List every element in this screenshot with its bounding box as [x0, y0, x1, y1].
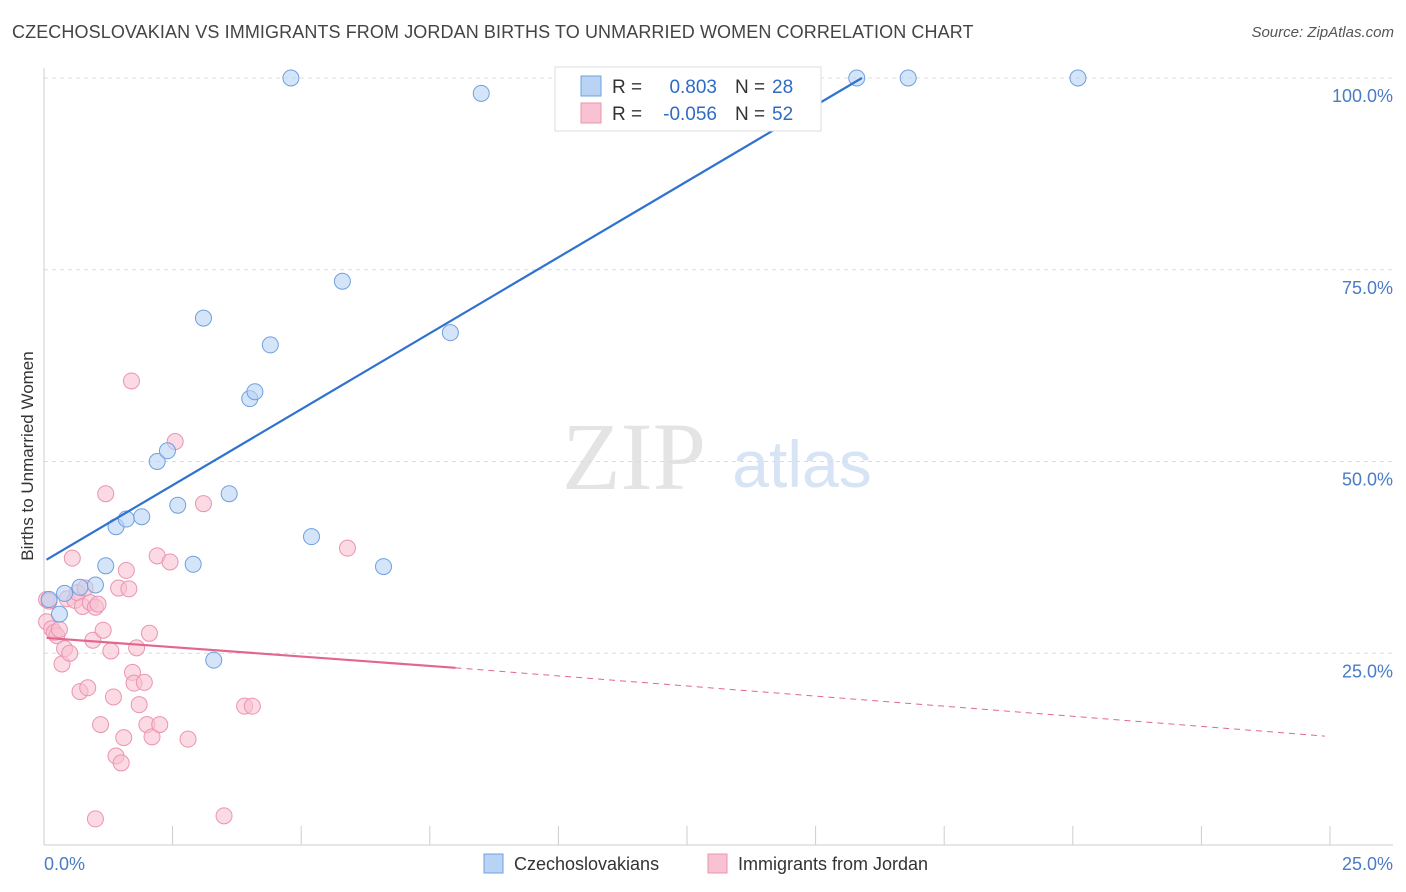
x-tick-label: 0.0% — [44, 854, 85, 874]
jordan-point — [151, 716, 169, 734]
czechoslovakian-point — [1069, 69, 1087, 87]
x-tick-labels: 0.0% 25.0% — [43, 826, 1393, 874]
legend-swatch-jordan — [707, 853, 728, 874]
stats-legend-swatch-blue — [580, 75, 602, 97]
stats-r-value-pink: -0.056 — [663, 104, 717, 125]
czechoslovakian-point — [472, 84, 490, 102]
x-tick-label: 25.0% — [1342, 854, 1393, 874]
jordan-point — [135, 673, 153, 691]
czechoslovakian-point — [97, 557, 115, 575]
jordan-point — [115, 729, 133, 747]
jordan-point — [130, 696, 148, 714]
legend-swatch-czechoslovakians — [483, 853, 504, 874]
stats-legend: R = 0.803 N = 28 R = -0.056 N = 52 — [554, 66, 822, 132]
y-tick-labels: 25.0% 50.0% 75.0% 100.0% — [1332, 86, 1393, 681]
jordan-point — [140, 624, 158, 642]
jordan-point — [104, 688, 122, 706]
y-tick-label: 50.0% — [1342, 470, 1393, 490]
czechoslovakian-point — [220, 485, 238, 503]
czechoslovakian-points — [40, 69, 1087, 669]
czechoslovakian-point — [133, 508, 151, 526]
jordan-point — [102, 642, 120, 660]
stats-n-value-blue: 28 — [772, 77, 793, 98]
axes — [43, 68, 1393, 846]
czechoslovakian-point — [441, 324, 459, 342]
jordan-point — [161, 553, 179, 571]
czechoslovakian-point — [148, 453, 166, 470]
czechoslovakian-point — [71, 578, 89, 596]
gridlines — [44, 77, 1393, 654]
jordan-point — [143, 728, 161, 746]
czechoslovakian-point — [375, 558, 393, 576]
czechoslovakian-point — [158, 442, 176, 460]
czechoslovakian-point — [169, 496, 187, 514]
trend-lines — [46, 77, 1325, 737]
trend-line-jordan-extension — [455, 667, 1325, 737]
jordan-point — [86, 810, 104, 828]
legend-label-jordan: Immigrants from Jordan — [738, 854, 928, 874]
czechoslovakian-point — [194, 309, 212, 327]
trend-line-czechoslovakians — [46, 77, 863, 561]
source-label: Source: ZipAtlas.com — [1251, 24, 1394, 41]
watermark-zip: ZIP — [562, 403, 706, 510]
czechoslovakian-point — [333, 272, 351, 290]
y-tick-label: 25.0% — [1342, 661, 1393, 681]
jordan-point — [92, 716, 110, 734]
jordan-point — [179, 730, 197, 748]
jordan-point — [89, 595, 107, 613]
stats-n-label-blue: N = — [735, 77, 765, 98]
jordan-point — [117, 561, 135, 579]
jordan-points — [38, 372, 356, 828]
jordan-point — [61, 644, 79, 662]
czechoslovakian-point — [246, 383, 264, 401]
czechoslovakian-point — [282, 69, 300, 87]
czechoslovakian-point — [899, 69, 917, 87]
trend-line-jordan — [46, 636, 456, 669]
czechoslovakian-point — [205, 651, 223, 669]
czechoslovakian-point — [848, 69, 866, 87]
stats-legend-swatch-pink — [580, 102, 602, 124]
stats-n-value-pink: 52 — [772, 104, 793, 125]
czechoslovakian-point — [40, 591, 58, 609]
legend-label-czechoslovakians: Czechoslovakians — [514, 854, 659, 874]
jordan-point — [120, 580, 138, 598]
stats-r-label-pink: R = — [612, 104, 642, 125]
jordan-point — [94, 621, 112, 639]
watermark-atlas: atlas — [732, 427, 871, 501]
czechoslovakian-point — [302, 528, 320, 546]
jordan-point — [63, 549, 81, 567]
czechoslovakian-point — [50, 605, 68, 623]
y-tick-label: 100.0% — [1332, 86, 1393, 106]
jordan-point — [97, 485, 115, 503]
czechoslovakian-point — [261, 336, 279, 354]
stats-r-value-blue: 0.803 — [669, 77, 717, 98]
jordan-point — [122, 372, 140, 390]
jordan-point — [79, 679, 97, 697]
czechoslovakian-point — [56, 584, 74, 602]
jordan-point — [338, 539, 356, 557]
jordan-point — [194, 495, 212, 513]
jordan-point — [215, 807, 233, 825]
jordan-point — [50, 620, 68, 638]
jordan-point — [112, 754, 130, 772]
y-tick-label: 75.0% — [1342, 278, 1393, 298]
czechoslovakian-point — [86, 576, 104, 594]
stats-r-label-blue: R = — [612, 77, 642, 98]
series-legend: Czechoslovakians Immigrants from Jordan — [483, 853, 928, 874]
stats-n-label-pink: N = — [735, 104, 765, 125]
chart-title: CZECHOSLOVAKIAN VS IMMIGRANTS FROM JORDA… — [12, 22, 974, 42]
jordan-point — [128, 639, 146, 657]
czechoslovakian-point — [184, 555, 202, 573]
jordan-point — [243, 697, 261, 715]
y-axis-label: Births to Unmarried Women — [18, 351, 37, 560]
